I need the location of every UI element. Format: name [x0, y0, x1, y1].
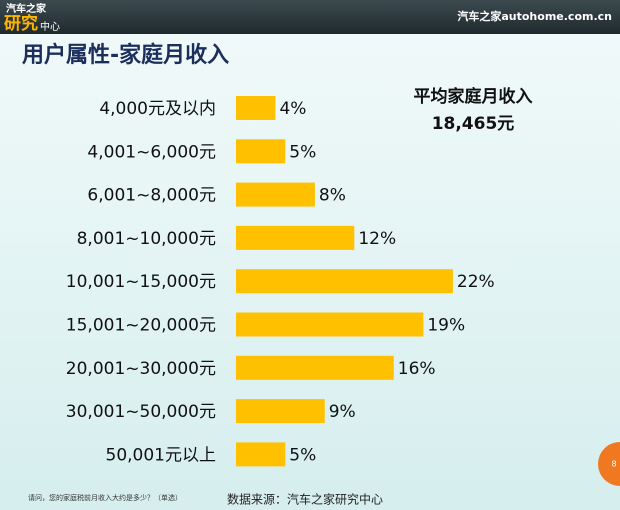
- bar: [236, 225, 355, 250]
- value-label: 12%: [358, 229, 396, 249]
- category-label: 30,001~50,000元: [66, 402, 216, 422]
- annotation-value: 18,465元: [432, 114, 515, 134]
- category-label: 6,001~8,000元: [87, 186, 216, 206]
- value-label: 19%: [427, 316, 465, 336]
- category-label: 8,001~10,000元: [77, 229, 216, 249]
- footer-question: 请问，您的家庭税前月收入大约是多少？（单选）: [28, 493, 182, 502]
- category-label: 50,001元以上: [106, 445, 216, 465]
- value-label: 4%: [279, 99, 306, 119]
- bar: [236, 442, 286, 467]
- logo-main: 研究: [4, 13, 38, 34]
- bar: [236, 269, 453, 294]
- value-label: 22%: [457, 272, 495, 292]
- category-label: 4,000元及以内: [99, 99, 216, 119]
- bar: [236, 96, 276, 120]
- category-label: 15,001~20,000元: [66, 316, 216, 336]
- page-number: 8: [611, 460, 616, 469]
- chart-title: 用户属性-家庭月收入: [22, 42, 229, 68]
- bar: [236, 139, 286, 164]
- bar: [236, 182, 315, 207]
- logo-sub: 中心: [40, 20, 60, 33]
- bar: [236, 399, 325, 424]
- page-badge: [598, 442, 620, 486]
- value-label: 5%: [289, 445, 316, 465]
- value-label: 16%: [398, 359, 436, 379]
- logo-top: 汽车之家: [6, 2, 47, 15]
- top-bar: [0, 0, 620, 34]
- value-label: 9%: [329, 402, 356, 422]
- footer-source: 数据来源：汽车之家研究中心: [227, 492, 383, 507]
- bar: [236, 355, 394, 380]
- category-label: 10,001~15,000元: [66, 272, 216, 292]
- value-label: 8%: [319, 186, 346, 206]
- site-name: 汽车之家autohome.com.cn: [457, 9, 612, 23]
- value-label: 5%: [289, 142, 316, 162]
- bar: [236, 312, 424, 337]
- annotation-label: 平均家庭月收入: [414, 86, 533, 107]
- category-label: 20,001~30,000元: [66, 359, 216, 379]
- category-label: 4,001~6,000元: [87, 142, 216, 162]
